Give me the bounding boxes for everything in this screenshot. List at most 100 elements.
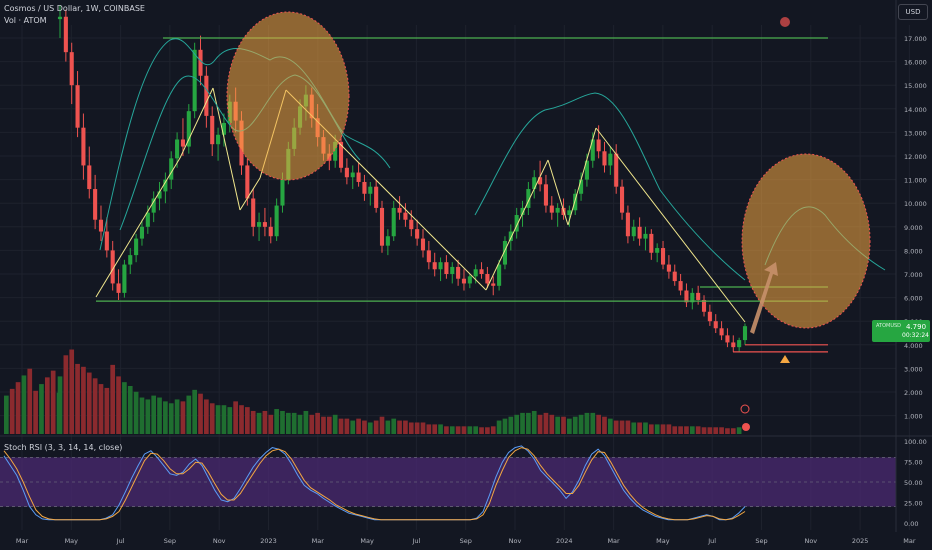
volume-bar	[233, 401, 238, 434]
highlight-circle-2	[741, 153, 871, 329]
volume-bar	[625, 420, 631, 434]
volume-bar	[730, 428, 736, 434]
candle-body	[438, 262, 443, 270]
event-icon	[740, 404, 750, 414]
candle-body	[415, 229, 420, 239]
volume-bar	[15, 382, 21, 434]
candle-body	[98, 219, 104, 232]
rsi-k-line	[3, 445, 746, 521]
candle-body	[637, 226, 642, 239]
candle-body	[368, 186, 373, 194]
volume-bar	[438, 424, 443, 434]
volume-bar	[69, 349, 75, 434]
candle-body	[245, 165, 250, 199]
volume-bar	[490, 426, 496, 434]
candle-body	[262, 222, 267, 227]
candle-body	[210, 115, 215, 145]
volume-bar	[678, 426, 683, 434]
candle-body	[93, 189, 98, 220]
volume-bar	[245, 407, 250, 434]
volume-bar	[133, 391, 139, 434]
volume-bar	[168, 403, 174, 434]
volume-bar	[596, 414, 601, 434]
rsi-label: Stoch RSI (3, 3, 14, 14, close)	[4, 443, 123, 452]
candle-body	[567, 210, 572, 215]
y-tick-label: 2.000	[904, 389, 923, 397]
candle-body	[251, 198, 256, 227]
y-tick-label: 7.000	[904, 271, 923, 279]
volume-bar	[444, 426, 449, 434]
candle-body	[579, 179, 584, 194]
candle-body	[596, 139, 601, 152]
candle-body	[356, 172, 361, 182]
candle-body	[526, 189, 531, 208]
candle-body	[473, 269, 478, 277]
x-tick-label: 2024	[556, 537, 573, 545]
candle-body	[502, 240, 508, 265]
volume-bar	[467, 426, 473, 434]
volume-bar	[561, 416, 566, 434]
volume-bar	[163, 401, 168, 434]
y-tick-label: 1.000	[904, 413, 923, 421]
candle-body	[725, 335, 730, 343]
volume-bar	[719, 427, 724, 434]
volume-bar	[666, 424, 672, 434]
volume-bar	[44, 377, 50, 434]
candle-body	[169, 158, 174, 180]
volume-bar	[309, 414, 315, 434]
volume-bar	[514, 414, 520, 434]
volume-bar	[648, 424, 654, 434]
currency-button[interactable]: USD	[898, 4, 928, 20]
candle-body	[134, 238, 139, 256]
volume-bar	[326, 416, 332, 434]
volume-bar	[713, 427, 719, 434]
trend-line	[212, 87, 241, 211]
x-tick-label: Sep	[164, 537, 176, 545]
rsi-tick-label: 25.00	[904, 500, 923, 508]
current-price: 4.790	[906, 323, 927, 331]
candle-body	[432, 262, 437, 270]
y-tick-label: 9.000	[904, 224, 923, 232]
volume-bar	[736, 427, 742, 434]
candle-body	[631, 226, 636, 237]
volume-bar	[92, 378, 98, 434]
volume-bar	[186, 395, 192, 434]
volume-bar	[619, 420, 625, 434]
volume-bar	[608, 418, 613, 434]
candle-body	[649, 233, 654, 253]
volume-bar	[432, 424, 438, 434]
volume-bar	[192, 389, 197, 434]
candle-body	[163, 179, 168, 192]
trend-line	[179, 87, 214, 159]
candle-body	[198, 49, 203, 76]
volume-bar	[157, 397, 162, 434]
x-tick-label: Jul	[411, 537, 420, 545]
candle-body	[385, 236, 390, 246]
candle-body	[467, 276, 472, 284]
volume-bar	[455, 426, 461, 434]
x-tick-label: Mar	[903, 537, 916, 545]
volume-bar	[520, 412, 525, 434]
candle-body	[731, 342, 736, 348]
candle-body	[180, 139, 185, 147]
y-tick-label: 6.000	[904, 295, 923, 303]
volume-bar	[414, 422, 420, 434]
volume-label: Vol · ATOM	[4, 16, 47, 25]
price-badge: ATOMUSD 4.790 00:32:24	[872, 320, 930, 342]
candle-body	[145, 212, 150, 227]
countdown: 00:32:24	[902, 332, 929, 339]
volume-bar	[39, 384, 44, 434]
drawings	[95, 11, 886, 431]
candle-body	[409, 219, 414, 230]
volume-bar	[403, 420, 408, 434]
volume-bar	[303, 410, 309, 434]
candle-body	[701, 299, 707, 312]
volume-bar	[590, 412, 596, 434]
volume-bar	[496, 420, 502, 434]
volume-bar	[98, 384, 104, 434]
y-tick-label: 8.000	[904, 247, 923, 255]
y-tick-label: 14.000	[904, 106, 927, 114]
volume-bar	[485, 427, 490, 434]
